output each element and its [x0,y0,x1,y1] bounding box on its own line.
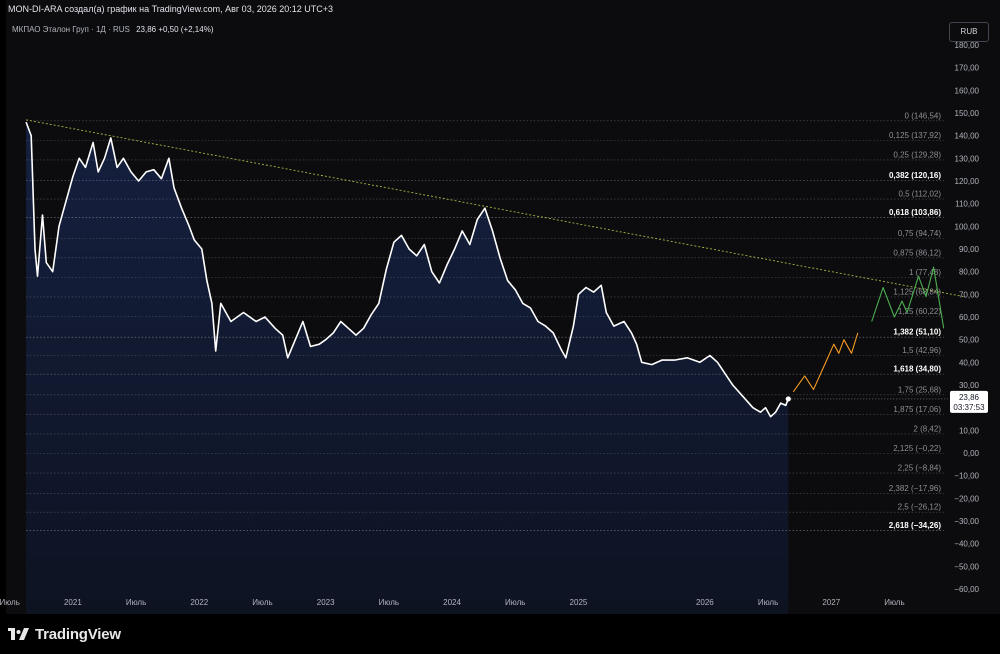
trendline [26,119,965,298]
x-tick-label: Июль [379,598,399,607]
fib-level-label: 2,25 (−8,84) [898,464,942,473]
currency-button[interactable]: RUB [949,22,989,42]
x-tick-label: 2027 [822,598,840,607]
fib-level-label: 2,5 (−26,12) [898,503,942,512]
y-tick-label: 60,00 [959,313,980,322]
fib-level-label: 2,382 (−17,96) [889,484,942,493]
y-tick-label: 80,00 [959,268,980,277]
fib-level-label: 1,25 (60,22) [898,307,941,316]
fib-level-label: 0,125 (137,92) [889,131,941,140]
price-line [25,121,790,418]
y-tick-label: 10,00 [959,426,980,435]
x-tick-label: Июль [0,598,20,607]
y-tick-label: 160,00 [955,86,980,95]
x-tick-label: 2024 [443,598,461,607]
y-tick-label: 150,00 [955,109,980,118]
fib-level-label: 0 (146,54) [905,111,942,120]
fib-level-label: 1,382 (51,10) [893,328,941,337]
tradingview-logo-icon [8,628,29,640]
symbol-legend: МКПАО Эталон Груп · 1Д · RUS 23,86 +0,50… [12,25,213,34]
fib-level-label: 2,618 (−34,26) [889,521,942,530]
y-tick-label: 120,00 [955,177,980,186]
last-price-dot [785,396,791,402]
last-price-countdown: 03:37:53 [953,403,985,412]
fib-level-label: 1,75 (25,68) [898,385,941,394]
fib-level-label: 0,875 (86,12) [893,248,941,257]
y-tick-label: 130,00 [955,154,980,163]
y-tick-label: 180,00 [955,41,980,50]
y-tick-label: 30,00 [959,381,980,390]
fib-level-label: 1,618 (34,80) [893,365,941,374]
fib-level-label: 2 (8,42) [913,424,941,433]
symbol-name[interactable]: МКПАО Эталон Груп · 1Д · RUS [12,25,130,34]
projection-orange-line [792,332,859,393]
price-chart[interactable]: 0 (146,54) 0,125 (137,92) 0,25 (129,28) 0,3… [0,0,1000,614]
tradingview-brand: TradingView [35,625,121,643]
x-tick-label: Июль [126,598,146,607]
y-tick-label: 40,00 [959,358,980,367]
tradingview-footer[interactable]: TradingView [8,624,121,644]
chart-author-header: MON-DI-ARA создал(а) график на TradingVi… [8,4,333,14]
y-tick-label: 70,00 [959,290,980,299]
fib-level-label: 2,125 (−0,22) [893,444,941,453]
fib-level-label: 1 (77,48) [909,268,941,277]
x-tick-label: Июль [505,598,525,607]
y-tick-label: 90,00 [959,245,980,254]
x-tick-label: Июль [884,598,904,607]
x-tick-label: 2023 [317,598,335,607]
projection-green-line [871,266,945,329]
y-tick-label: −60,00 [954,585,979,594]
y-tick-label: 0,00 [963,449,979,458]
y-tick-label: −20,00 [954,494,979,503]
x-tick-label: 2025 [570,598,588,607]
x-tick-label: 2022 [190,598,208,607]
y-tick-label: −30,00 [954,517,979,526]
y-tick-label: −10,00 [954,472,979,481]
x-tick-label: Июль [252,598,272,607]
price-area-fill [26,122,789,614]
fib-level-label: 1,5 (42,96) [902,346,941,355]
x-tick-label: 2026 [696,598,714,607]
y-tick-label: 50,00 [959,336,980,345]
y-tick-label: 140,00 [955,132,980,141]
fib-level-label: 0,75 (94,74) [898,229,941,238]
y-tick-label: −50,00 [954,562,979,571]
fib-level-label: 1,125 (68,84) [893,287,941,296]
fib-level-label: 0,618 (103,86) [889,208,941,217]
fib-level-label: 0,382 (120,16) [889,171,941,180]
y-tick-label: 100,00 [955,222,980,231]
y-tick-label: 170,00 [955,64,980,73]
x-tick-label: 2021 [64,598,82,607]
y-tick-label: 110,00 [955,200,979,209]
x-tick-label: Июль [758,598,778,607]
last-price-value: 23,86 [959,393,980,402]
fib-level-label: 0,25 (129,28) [893,150,941,159]
symbol-values: 23,86 +0,50 (+2,14%) [136,25,214,34]
last-price-badge [950,390,988,413]
fib-level-label: 0,5 (112,02) [898,190,941,199]
fib-level-label: 1,875 (17,06) [893,405,941,414]
y-tick-label: −40,00 [954,540,979,549]
